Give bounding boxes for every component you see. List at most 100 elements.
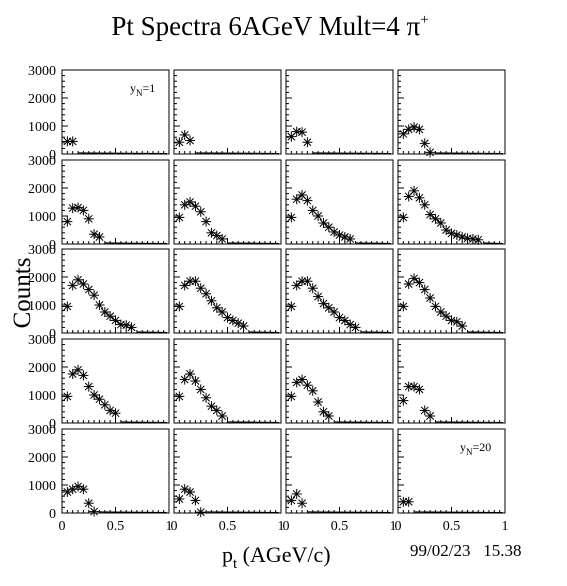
- panel-2: [173, 69, 282, 155]
- data-point: [195, 384, 206, 395]
- data-point: [425, 293, 436, 303]
- y-tick-label: 2000: [28, 451, 56, 466]
- data-point: [179, 199, 190, 210]
- panel-13: 0 1000 2000 3000: [28, 333, 170, 432]
- data-point: [222, 312, 233, 323]
- data-point: [425, 209, 436, 220]
- data-point: [457, 321, 468, 331]
- data-point: [345, 233, 356, 244]
- panel-9: 0 1000 2000 3000: [28, 243, 170, 342]
- data-point: [318, 298, 329, 309]
- data-point: [67, 484, 78, 495]
- data-point: [195, 206, 206, 217]
- data-point: [185, 197, 196, 207]
- data-point: [291, 377, 302, 388]
- x-tick-label: 1: [390, 519, 397, 534]
- baseline-tail: [99, 511, 167, 513]
- data-point: [398, 212, 409, 223]
- panel-1: 0 1000 2000 3000 yN=1: [28, 64, 170, 163]
- baseline-tail: [414, 511, 503, 513]
- panel-20: 0 0.5 1 yN=20: [395, 428, 509, 534]
- data-point: [201, 288, 212, 299]
- data-point: [217, 411, 228, 421]
- y-tick-label: 1000: [28, 299, 56, 314]
- data-point: [185, 487, 196, 497]
- data-point: [62, 391, 73, 402]
- data-point: [318, 406, 329, 417]
- panel-label: yN=1: [130, 81, 155, 98]
- data-point: [451, 316, 462, 327]
- data-point: [339, 315, 350, 326]
- data-point: [291, 194, 302, 205]
- data-point: [73, 481, 84, 492]
- baseline-tail: [467, 331, 503, 333]
- data-point: [105, 311, 116, 322]
- data-point: [190, 495, 201, 506]
- data-point: [435, 218, 446, 228]
- y-tick-label: 3000: [28, 333, 56, 348]
- panel-label-main: y: [130, 81, 136, 95]
- panel-label-main: y: [460, 440, 466, 454]
- data-point: [201, 216, 212, 227]
- panel-label-rest: =20: [473, 440, 492, 454]
- chart-title-main: Pt Spectra 6AGeV Mult=4 π: [111, 11, 420, 41]
- data-point: [446, 315, 457, 326]
- data-point: [414, 277, 425, 288]
- data-point: [323, 302, 334, 313]
- panel-grid: 0100020003000yN=101000200030000100020003…: [28, 64, 509, 534]
- baseline-tail: [195, 152, 279, 154]
- data-point: [73, 274, 84, 285]
- data-point: [414, 124, 425, 135]
- baseline-tail: [227, 242, 279, 244]
- chart-title-sup: +: [420, 12, 428, 28]
- x-tick-label: 0.5: [107, 519, 125, 534]
- data-point: [195, 507, 206, 518]
- data-point: [174, 494, 185, 504]
- data-point: [67, 369, 78, 379]
- data-point: [286, 495, 297, 506]
- data-point: [211, 302, 222, 313]
- data-point: [291, 280, 302, 291]
- baseline-tail: [435, 152, 503, 154]
- data-point: [286, 391, 297, 402]
- data-point: [89, 229, 100, 240]
- baseline-tail: [312, 152, 391, 154]
- data-point: [286, 212, 297, 223]
- data-point: [334, 312, 345, 323]
- data-point: [323, 411, 334, 421]
- data-point: [302, 380, 313, 391]
- x-tick-label: 1: [166, 519, 173, 534]
- panel-6: [173, 159, 282, 245]
- data-point: [473, 234, 484, 245]
- data-point: [94, 300, 105, 310]
- data-point: [233, 318, 244, 329]
- x-tick-label: 0: [59, 519, 66, 534]
- baseline-tail: [435, 421, 503, 423]
- panel-frame: [61, 428, 170, 514]
- data-point: [110, 315, 121, 326]
- panel-15: [285, 338, 394, 424]
- data-point: [94, 232, 105, 242]
- data-point: [414, 192, 425, 203]
- baseline-tail: [136, 331, 167, 333]
- baseline-tail: [206, 511, 279, 513]
- y-tick-label: 1000: [28, 120, 56, 135]
- data-point: [291, 126, 302, 137]
- data-point: [441, 311, 452, 322]
- panel-frame: [397, 338, 506, 424]
- data-point: [302, 276, 313, 287]
- data-point: [83, 498, 94, 509]
- data-point: [174, 212, 185, 223]
- panel-17: 0 1000 2000 3000 0 0.5 1: [28, 423, 173, 534]
- panel-18: 0 0.5 1: [171, 428, 285, 534]
- y-tick-label: 2000: [28, 92, 56, 107]
- data-point: [238, 321, 249, 331]
- y-tick-label: 2000: [28, 361, 56, 376]
- data-point: [425, 147, 436, 158]
- x-tick-label: 0.5: [331, 519, 349, 534]
- data-point: [105, 405, 116, 416]
- y-tick-label: 3000: [28, 154, 56, 169]
- panel-label-rest: =1: [143, 81, 156, 95]
- data-point: [174, 391, 185, 402]
- data-point: [313, 291, 324, 302]
